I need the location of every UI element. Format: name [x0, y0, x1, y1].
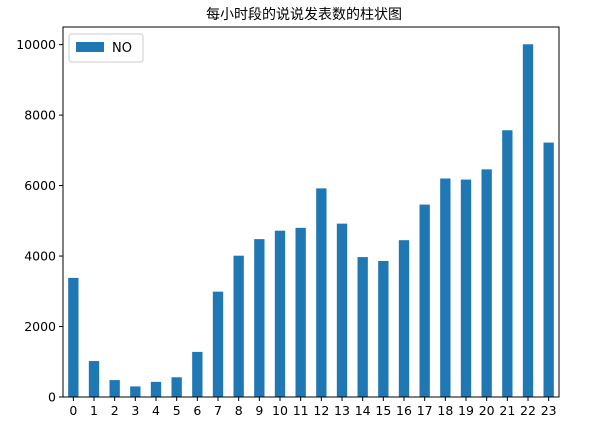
- x-tick-label: 7: [214, 403, 222, 418]
- bar-14: [357, 257, 368, 397]
- y-tick-label: 8000: [24, 108, 56, 123]
- x-tick-label: 2: [111, 403, 119, 418]
- chart-title: 每小时段的说说发表数的柱状图: [206, 7, 402, 23]
- x-tick-label: 4: [152, 403, 160, 418]
- bar-23: [543, 142, 554, 397]
- x-tick-label: 11: [293, 403, 309, 418]
- bar-18: [440, 178, 451, 397]
- bar-10: [274, 230, 286, 397]
- bar-3: [130, 386, 141, 397]
- x-tick-label: 23: [541, 403, 557, 418]
- x-tick-label: 8: [235, 403, 243, 418]
- legend: NO: [68, 33, 144, 63]
- bar-20: [481, 169, 492, 397]
- legend-swatch: [76, 42, 104, 52]
- y-tick-label: 6000: [24, 178, 56, 193]
- y-tick-label: 10000: [16, 37, 56, 52]
- x-tick-label: 21: [499, 403, 515, 418]
- x-tick-label: 0: [69, 403, 77, 418]
- y-tick-label: 0: [48, 390, 56, 405]
- bar-11: [295, 227, 306, 397]
- x-tick-label: 9: [255, 403, 263, 418]
- x-tick-label: 5: [173, 403, 181, 418]
- bar-0: [68, 277, 79, 397]
- y-axis: 0 2000 4000 6000 8000 10000: [16, 37, 63, 405]
- bar-13: [336, 223, 348, 397]
- bar-5: [171, 377, 182, 397]
- legend-box: [68, 33, 144, 63]
- x-tick-label: 22: [520, 403, 536, 418]
- plot-frame: [62, 26, 560, 398]
- x-tick-label: 18: [437, 403, 453, 418]
- bar-1: [88, 361, 100, 397]
- x-axis: 0 1 2 3 4 5 6 7 8 9 10 11 12 13 14 15 16 17 18 19 20 21 22 23: [69, 397, 557, 418]
- bar-4: [150, 381, 162, 397]
- x-tick-label: 10: [272, 403, 288, 418]
- bars-layer: [68, 44, 554, 398]
- y-tick-label: 4000: [24, 249, 56, 264]
- x-tick-label: 20: [479, 403, 495, 418]
- x-tick-label: 16: [396, 403, 412, 418]
- bar-9: [254, 239, 265, 397]
- bar-15: [378, 260, 389, 397]
- x-tick-label: 13: [334, 403, 350, 418]
- bar-16: [398, 240, 410, 397]
- x-tick-label: 17: [417, 403, 433, 418]
- bar-17: [419, 204, 430, 397]
- bar-12: [316, 188, 327, 397]
- x-tick-label: 12: [313, 403, 329, 418]
- x-tick-label: 1: [90, 403, 98, 418]
- bar-6: [192, 351, 203, 397]
- x-tick-label: 15: [375, 403, 391, 418]
- bar-21: [502, 130, 513, 397]
- bar-19: [460, 179, 472, 397]
- x-tick-label: 6: [193, 403, 201, 418]
- bar-8: [233, 255, 244, 397]
- legend-label: NO: [112, 41, 132, 56]
- y-tick-label: 2000: [24, 319, 56, 334]
- x-tick-label: 19: [458, 403, 474, 418]
- bar-7: [212, 291, 224, 397]
- x-tick-label: 3: [131, 403, 139, 418]
- bar-2: [109, 380, 120, 397]
- x-tick-label: 14: [355, 403, 371, 418]
- bar-22: [522, 44, 534, 398]
